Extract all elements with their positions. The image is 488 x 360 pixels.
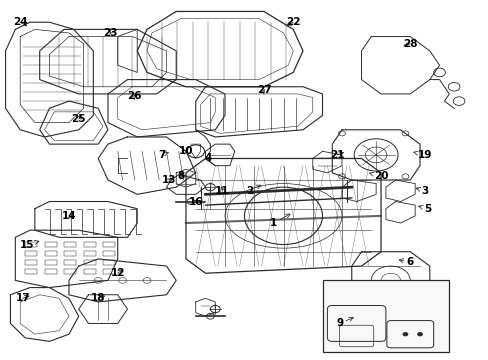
Text: 2: 2 (245, 185, 260, 196)
Text: 21: 21 (329, 150, 344, 160)
Text: 5: 5 (418, 204, 430, 214)
Text: 27: 27 (256, 85, 271, 95)
Text: 22: 22 (285, 17, 300, 27)
Text: 23: 23 (103, 28, 118, 38)
Circle shape (402, 332, 407, 336)
Text: 10: 10 (179, 146, 193, 156)
Text: 26: 26 (127, 91, 142, 101)
Text: 24: 24 (13, 17, 27, 27)
Text: 11: 11 (215, 186, 229, 196)
Text: 17: 17 (15, 293, 30, 303)
Text: 13: 13 (162, 175, 176, 185)
Text: 20: 20 (369, 171, 387, 181)
Text: 9: 9 (335, 318, 353, 328)
Text: 1: 1 (269, 214, 289, 228)
Text: 6: 6 (398, 257, 413, 267)
Text: 7: 7 (158, 150, 168, 160)
Text: 4: 4 (204, 153, 211, 163)
Text: 12: 12 (110, 268, 125, 278)
Text: 28: 28 (402, 39, 417, 49)
Text: 15: 15 (20, 239, 39, 249)
Circle shape (416, 332, 422, 336)
Text: 25: 25 (71, 114, 86, 124)
Text: 14: 14 (61, 211, 76, 221)
Text: 3: 3 (415, 186, 427, 196)
Text: 8: 8 (177, 171, 184, 181)
FancyBboxPatch shape (322, 280, 448, 352)
Text: 16: 16 (188, 197, 203, 207)
Text: 19: 19 (413, 150, 431, 160)
Text: 18: 18 (91, 293, 105, 303)
